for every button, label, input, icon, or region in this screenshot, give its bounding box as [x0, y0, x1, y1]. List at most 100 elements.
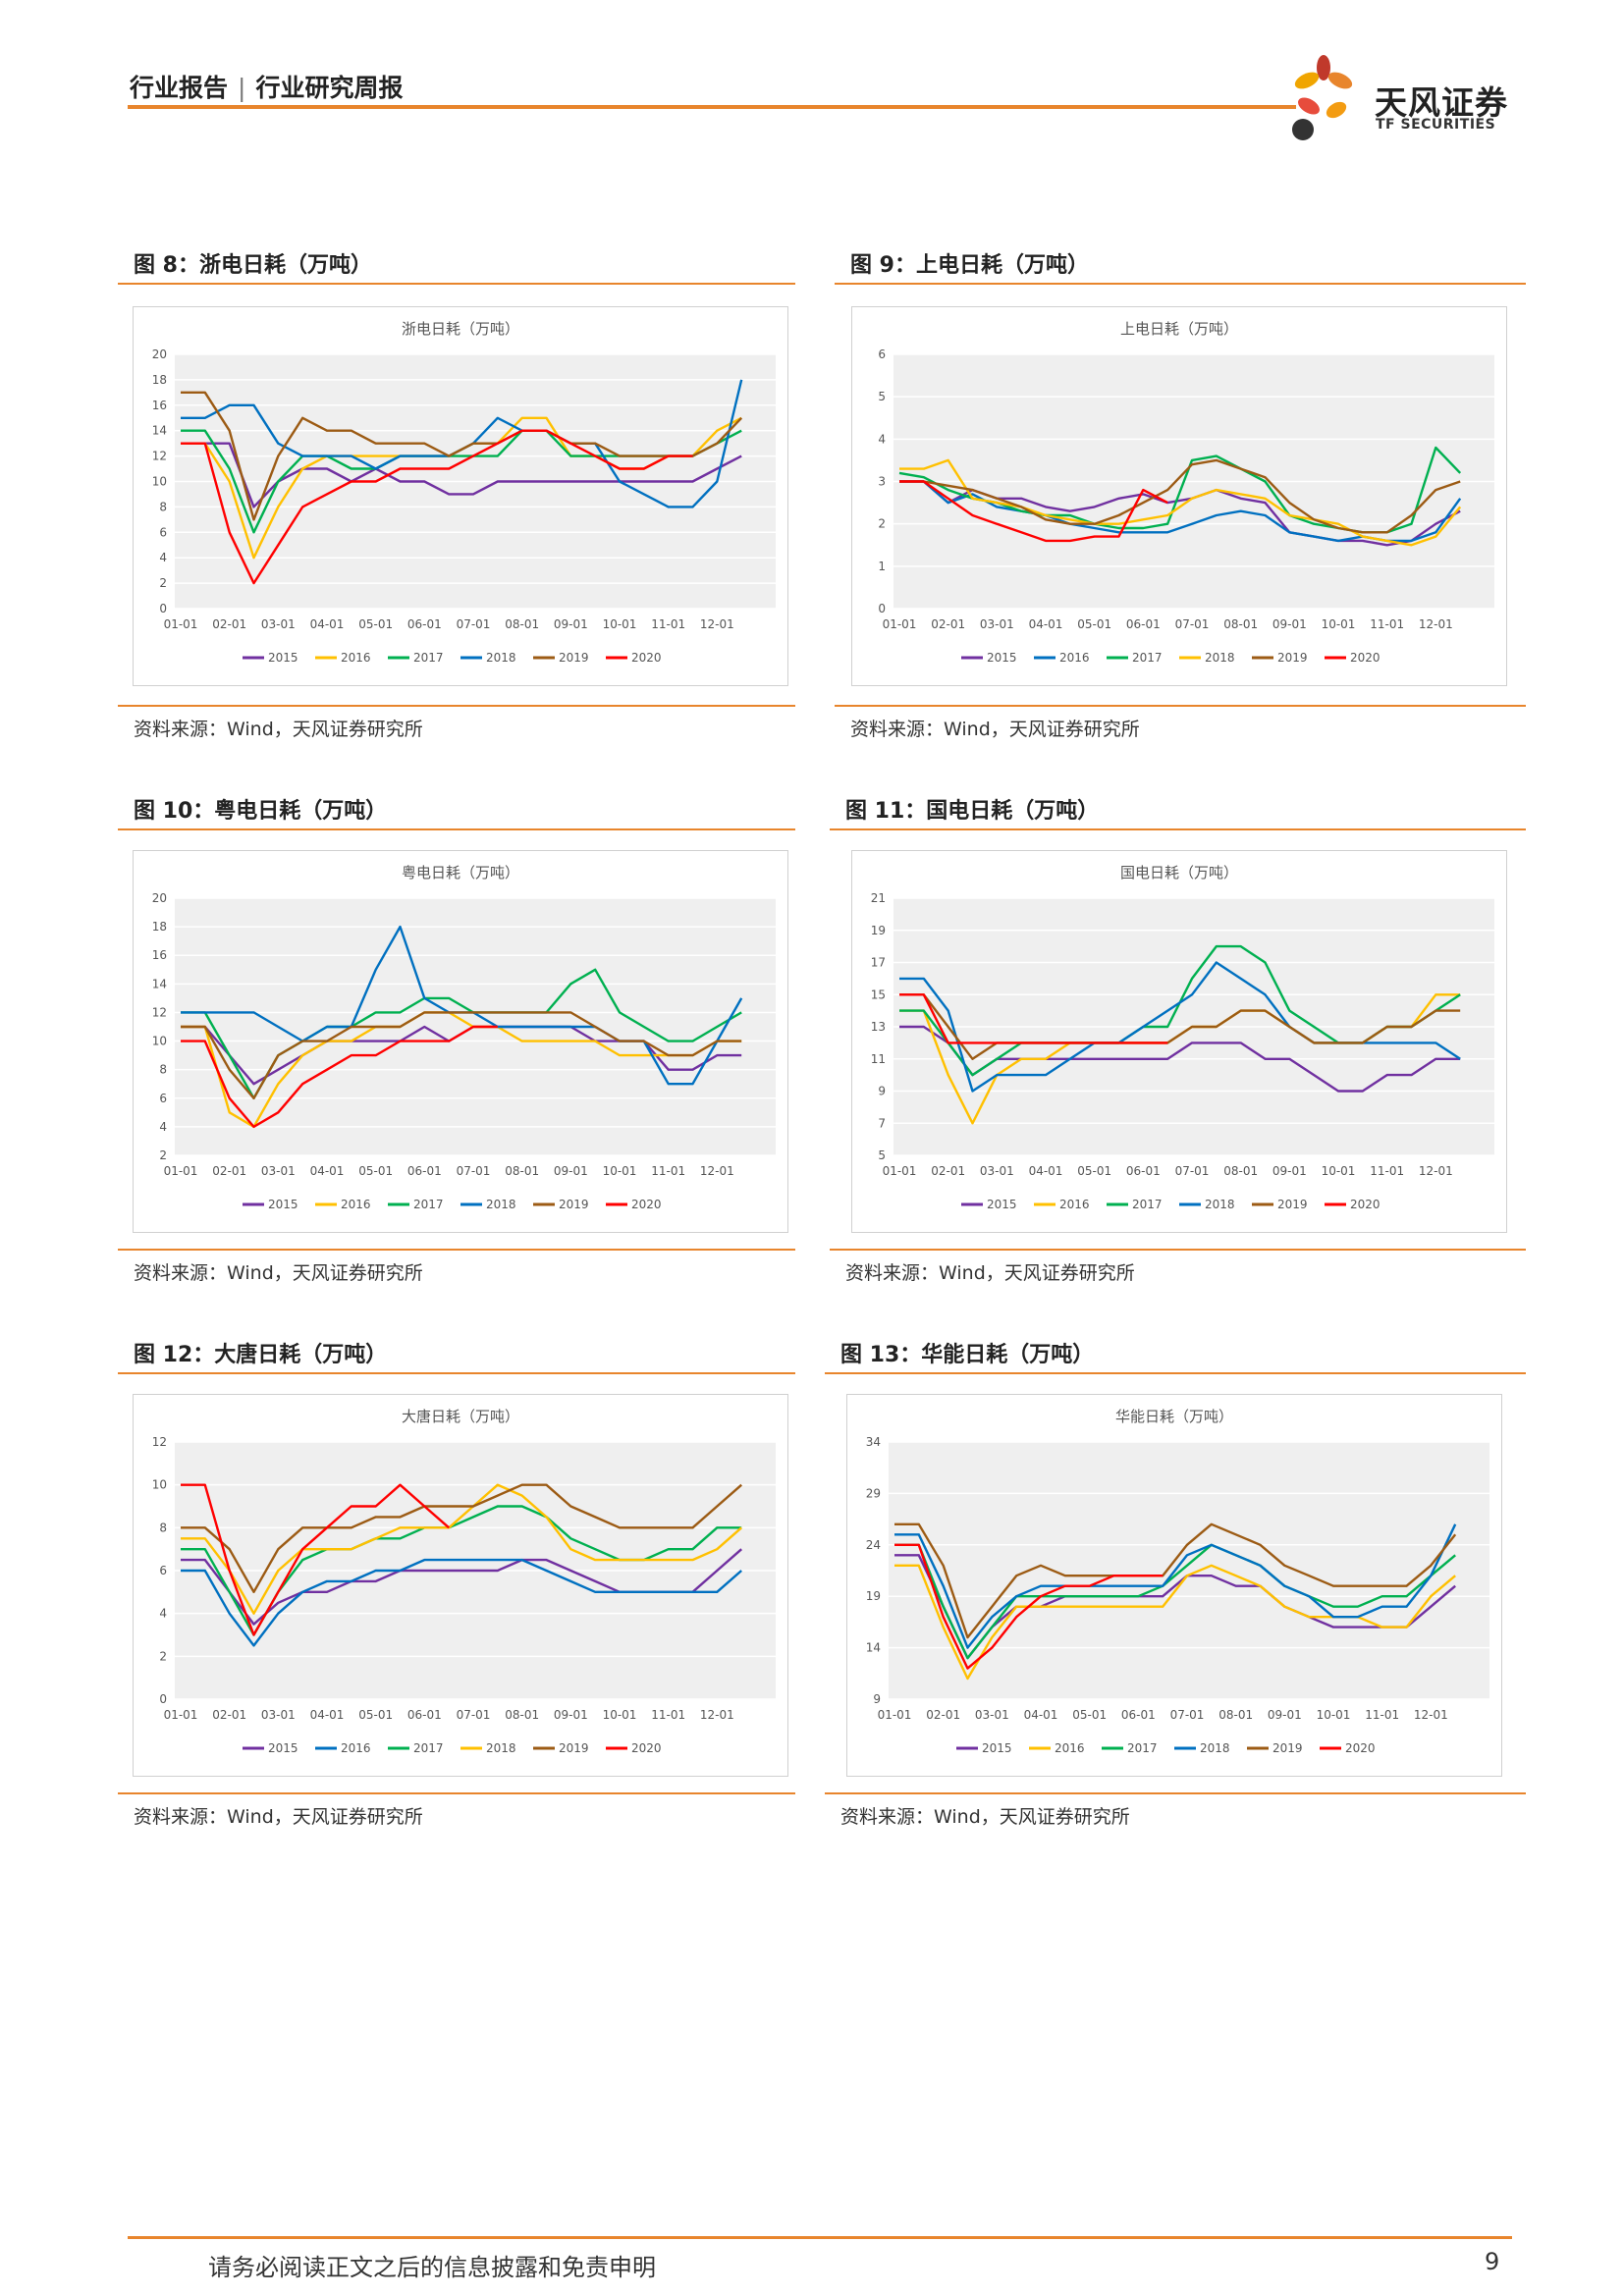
y-tick-label: 20: [152, 891, 167, 905]
figure-title-rule: [835, 283, 1526, 285]
figure-title-rule: [830, 828, 1526, 830]
series-line-2020: [899, 480, 1168, 543]
series-line-2018: [899, 961, 1461, 1093]
x-tick-label: 11-01: [651, 1164, 685, 1178]
y-tick-label: 4: [159, 1120, 167, 1134]
figure-title-rule: [825, 1372, 1526, 1374]
y-tick-label: 9: [873, 1692, 881, 1706]
legend-label: 2018: [486, 651, 516, 665]
x-tick-label: 02-01: [212, 617, 246, 631]
x-tick-label: 10-01: [1322, 1164, 1356, 1178]
series-line-2020: [899, 993, 1168, 1044]
x-tick-label: 05-01: [1077, 617, 1111, 631]
legend-label: 2020: [631, 1198, 662, 1211]
plot-area: [889, 1442, 1489, 1699]
source-rule: [835, 705, 1526, 707]
x-tick-label: 08-01: [1218, 1708, 1253, 1722]
source-note: 资料来源：Wind，天风证券研究所: [840, 1806, 1130, 1828]
y-tick-label: 6: [159, 525, 167, 539]
y-tick-label: 3: [878, 475, 886, 489]
y-tick-label: 12: [152, 450, 167, 463]
x-tick-label: 04-01: [310, 1708, 345, 1722]
logo-petal: [1326, 101, 1347, 119]
logo-petal: [1327, 72, 1353, 89]
legend-label: 2016: [1055, 1741, 1085, 1755]
x-tick-label: 10-01: [603, 617, 637, 631]
x-tick-label: 12-01: [700, 617, 734, 631]
x-tick-label: 07-01: [457, 1708, 491, 1722]
y-tick-label: 34: [866, 1435, 881, 1449]
x-tick-label: 02-01: [931, 1164, 965, 1178]
series-line-2020: [181, 1025, 498, 1129]
chart-title: 上电日耗（万吨）: [1120, 320, 1238, 338]
series-line-2018: [894, 1523, 1457, 1649]
legend-label: 2017: [1132, 651, 1163, 665]
x-tick-label: 09-01: [554, 1164, 588, 1178]
x-tick-label: 05-01: [358, 617, 393, 631]
page-number: 9: [1485, 2248, 1500, 2275]
x-tick-label: 09-01: [1272, 617, 1307, 631]
x-tick-label: 01-01: [164, 617, 198, 631]
y-tick-label: 12: [152, 1435, 167, 1449]
series-line-2019: [899, 458, 1461, 534]
x-tick-label: 04-01: [1024, 1708, 1058, 1722]
figure-title-rule: [118, 828, 795, 830]
figure-title: 图 12：大唐日耗（万吨）: [134, 1343, 388, 1367]
x-tick-label: 01-01: [164, 1708, 198, 1722]
x-tick-label: 08-01: [505, 1164, 539, 1178]
legend-label: 2016: [341, 1741, 371, 1755]
x-tick-label: 03-01: [975, 1708, 1009, 1722]
logo-petal: [1317, 55, 1330, 80]
y-tick-label: 19: [871, 924, 886, 937]
legend-label: 2018: [486, 1198, 516, 1211]
x-tick-label: 03-01: [261, 617, 296, 631]
y-tick-label: 6: [878, 347, 886, 361]
x-tick-label: 09-01: [1268, 1708, 1302, 1722]
x-tick-label: 09-01: [554, 617, 588, 631]
y-tick-label: 11: [871, 1052, 886, 1066]
x-tick-label: 10-01: [1322, 617, 1356, 631]
x-tick-label: 03-01: [261, 1164, 296, 1178]
legend-label: 2016: [341, 651, 371, 665]
x-tick-label: 03-01: [980, 617, 1014, 631]
legend-label: 2019: [1277, 651, 1308, 665]
x-tick-label: 08-01: [1223, 1164, 1258, 1178]
x-tick-label: 11-01: [1365, 1708, 1399, 1722]
x-tick-label: 10-01: [1317, 1708, 1351, 1722]
x-tick-label: 12-01: [700, 1164, 734, 1178]
x-tick-label: 07-01: [457, 617, 491, 631]
x-tick-label: 05-01: [1077, 1164, 1111, 1178]
source-note: 资料来源：Wind，天风证券研究所: [134, 1262, 423, 1284]
y-tick-label: 17: [871, 956, 886, 970]
legend-label: 2017: [413, 651, 444, 665]
chart-frame: 上电日耗（万吨） 0 1 2 3 4 5 6 01-01 02-01 03-01 04-01 05-01…: [851, 306, 1507, 686]
legend-label: 2015: [987, 1198, 1017, 1211]
tf-securities-logo: [1292, 55, 1353, 140]
y-tick-label: 10: [152, 475, 167, 489]
y-tick-label: 14: [152, 424, 167, 438]
y-tick-label: 20: [152, 347, 167, 361]
legend-label: 2018: [1205, 651, 1235, 665]
footer-disclaimer: 请务必阅读正文之后的信息披露和免责申明: [208, 2254, 656, 2281]
x-tick-label: 08-01: [505, 617, 539, 631]
x-tick-label: 12-01: [1419, 1164, 1453, 1178]
legend-label: 2019: [1277, 1198, 1308, 1211]
y-tick-label: 2: [159, 1148, 167, 1162]
chart-title: 大唐日耗（万吨）: [402, 1408, 519, 1425]
legend-label: 2019: [559, 1198, 589, 1211]
x-tick-label: 08-01: [505, 1708, 539, 1722]
y-tick-label: 0: [878, 602, 886, 615]
x-tick-label: 01-01: [883, 1164, 917, 1178]
source-note: 资料来源：Wind，天风证券研究所: [134, 1806, 423, 1828]
x-tick-label: 11-01: [651, 617, 685, 631]
legend-label: 2015: [987, 651, 1017, 665]
y-tick-label: 1: [878, 560, 886, 573]
series-line-2017: [894, 1543, 1456, 1660]
legend-label: 2020: [631, 1741, 662, 1755]
chart-title: 华能日耗（万吨）: [1115, 1408, 1233, 1425]
y-tick-label: 10: [152, 1478, 167, 1492]
y-tick-label: 16: [152, 399, 167, 412]
source-rule: [825, 1792, 1526, 1794]
y-tick-label: 24: [866, 1538, 881, 1552]
source-note: 资料来源：Wind，天风证券研究所: [850, 719, 1140, 740]
